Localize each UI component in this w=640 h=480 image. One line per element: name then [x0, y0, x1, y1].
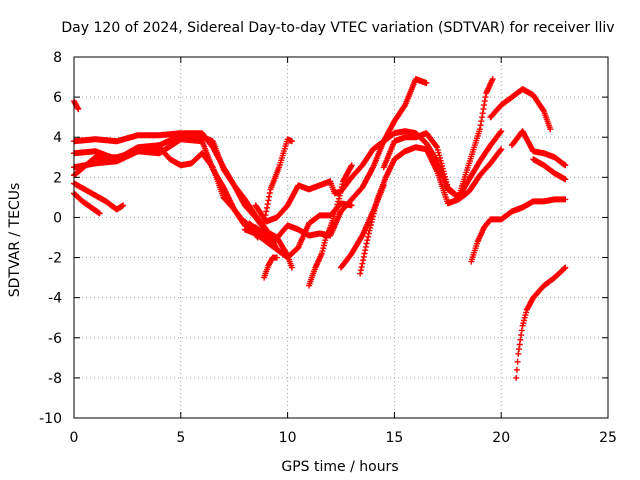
series-markers: [71, 98, 82, 113]
x-tick-label: 20: [492, 430, 510, 446]
series-markers: [530, 156, 569, 183]
series-layer: [71, 76, 569, 381]
ticks: 0 5 10 15 20 25 -10 -8 -6 -4 -2 0 2 4 6 8: [39, 50, 617, 446]
y-tick-label: -2: [48, 251, 62, 267]
series-markers: [71, 130, 280, 253]
x-tick-label: 5: [176, 430, 185, 446]
series-markers: [306, 162, 355, 289]
series-markers: [71, 144, 261, 241]
data-series: [261, 254, 280, 281]
x-tick-label: 15: [385, 430, 403, 446]
series-markers: [513, 264, 569, 381]
data-series: [306, 162, 355, 289]
y-tick-label: 0: [53, 210, 62, 226]
data-series: [357, 144, 505, 277]
series-markers: [380, 76, 496, 201]
data-series: [508, 128, 569, 169]
y-tick-label: -10: [39, 411, 62, 427]
y-axis-title: SDTVAR / TECUs: [7, 183, 23, 298]
y-tick-label: -4: [48, 291, 62, 307]
series-markers: [487, 86, 554, 133]
data-series: [380, 76, 496, 201]
x-tick-label: 25: [599, 430, 617, 446]
x-tick-label: 10: [279, 430, 297, 446]
y-tick-label: 6: [53, 90, 62, 106]
data-series: [71, 144, 261, 241]
x-axis-title: GPS time / hours: [281, 459, 398, 475]
y-tick-label: 4: [53, 130, 62, 146]
y-tick-label: 8: [53, 50, 62, 66]
y-tick-label: -6: [48, 331, 62, 347]
series-markers: [261, 254, 280, 281]
data-series: [530, 156, 569, 183]
data-series: [71, 130, 280, 253]
series-markers: [508, 128, 569, 169]
y-tick-label: -8: [48, 371, 62, 387]
data-series: [468, 196, 569, 265]
chart-title: Day 120 of 2024, Sidereal Day-to-day VTE…: [61, 20, 614, 36]
series-markers: [357, 144, 505, 277]
x-tick-label: 0: [70, 430, 79, 446]
series-markers: [468, 196, 569, 265]
data-series: [513, 264, 569, 381]
plot-frame: [73, 56, 609, 419]
y-tick-label: 2: [53, 170, 62, 186]
data-series: [71, 98, 82, 113]
data-series: [487, 86, 554, 133]
grid: [74, 57, 608, 418]
